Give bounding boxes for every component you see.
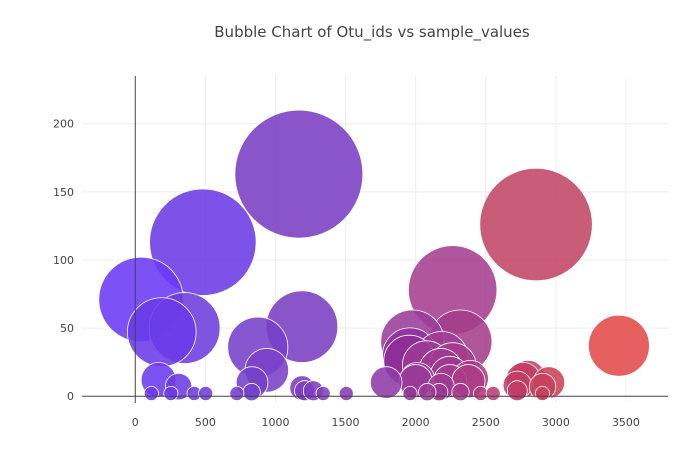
bubble-layer [98, 109, 650, 402]
y-tick-label: 100 [53, 254, 74, 267]
x-tick-label: 0 [132, 416, 139, 429]
bubble-point[interactable] [229, 385, 245, 401]
bubble-point[interactable] [506, 380, 528, 402]
bubble-point[interactable] [588, 314, 650, 377]
x-tick-label: 1000 [261, 416, 289, 429]
bubble-point[interactable] [369, 366, 403, 399]
bubble-point[interactable] [473, 385, 489, 401]
x-tick-label: 500 [195, 416, 216, 429]
y-tick-label: 50 [60, 322, 74, 335]
bubble-point[interactable] [315, 385, 331, 401]
x-tick-label: 3000 [542, 416, 570, 429]
bubble-point[interactable] [418, 383, 437, 402]
bubble-point[interactable] [163, 385, 179, 401]
y-tick-label: 150 [53, 186, 74, 199]
axis-layer: 0 500 1000 1500 2000 2500 3000 3500 0 50 100 150 200 [53, 76, 668, 429]
bubble-point[interactable] [479, 167, 593, 282]
x-tick-label: 3500 [612, 416, 640, 429]
bubble-point[interactable] [402, 385, 418, 401]
x-tick-label: 2500 [472, 416, 500, 429]
bubble-point[interactable] [485, 385, 501, 401]
bubble-point[interactable] [242, 383, 261, 402]
bubble-point[interactable] [534, 385, 550, 401]
bubble-point[interactable] [451, 383, 470, 402]
x-tick-label: 1500 [332, 416, 360, 429]
bubble-point[interactable] [143, 385, 159, 401]
bubble-point[interactable] [338, 385, 354, 401]
x-tick-label: 2000 [402, 416, 430, 429]
y-tick-label: 200 [53, 118, 74, 131]
bubble-point[interactable] [149, 188, 257, 296]
chart-title: Bubble Chart of Otu_ids vs sample_values [214, 23, 530, 42]
bubble-point[interactable] [234, 109, 364, 239]
bubble-point[interactable] [198, 385, 214, 401]
y-tick-label: 0 [67, 390, 74, 403]
bubble-point[interactable] [127, 297, 197, 367]
